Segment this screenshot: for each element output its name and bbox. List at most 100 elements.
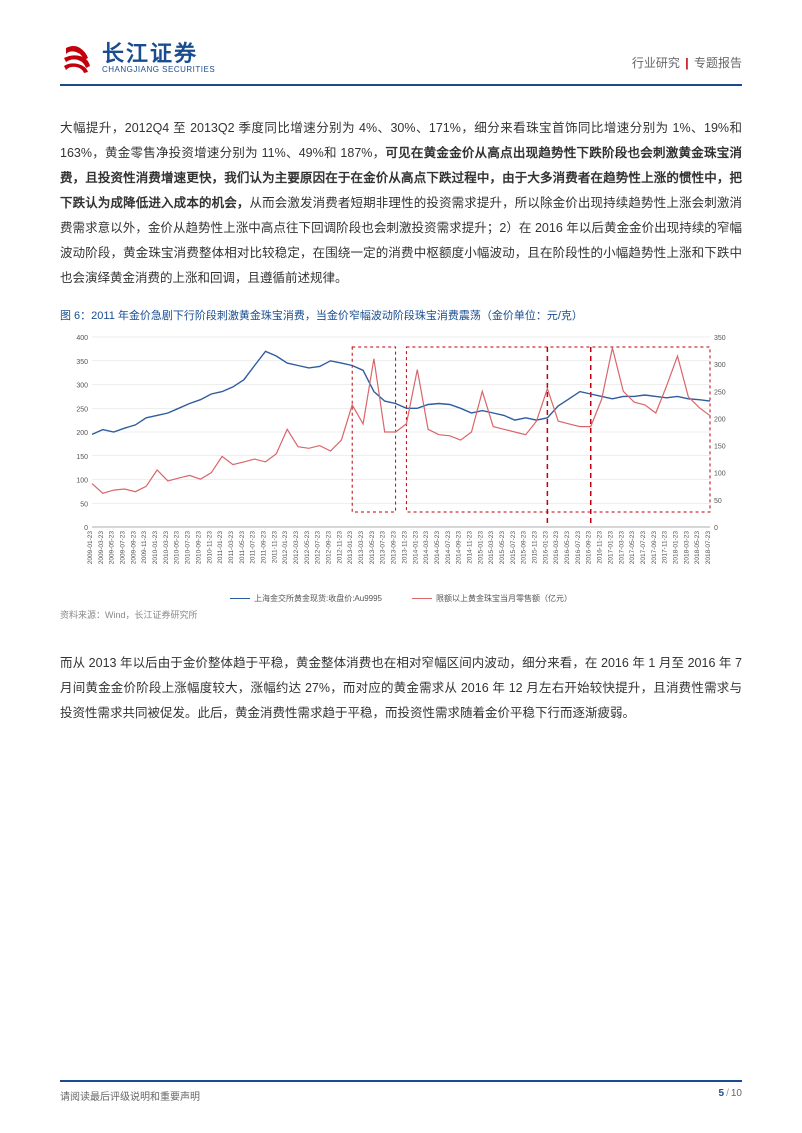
svg-text:2012-05-23: 2012-05-23: [304, 531, 311, 565]
page-total: 10: [731, 1088, 742, 1099]
paragraph-2: 而从 2013 年以后由于金价整体趋于平稳，黄金整体消费也在相对窄幅区间内波动，…: [60, 651, 742, 726]
svg-text:2013-11-23: 2013-11-23: [401, 531, 408, 564]
svg-text:300: 300: [76, 383, 88, 390]
page-footer: 请阅读最后评级说明和重要声明 5/10: [60, 1080, 742, 1103]
legend-label-blue: 上海金交所黄金现货:收盘价:Au9995: [254, 593, 382, 604]
svg-text:2012-03-23: 2012-03-23: [293, 531, 300, 565]
svg-text:2011-07-23: 2011-07-23: [250, 531, 257, 564]
svg-text:2015-07-23: 2015-07-23: [510, 531, 517, 565]
svg-text:2018-07-23: 2018-07-23: [705, 531, 712, 565]
svg-text:2011-11-23: 2011-11-23: [271, 531, 278, 564]
svg-text:2013-01-23: 2013-01-23: [347, 531, 354, 565]
svg-text:2014-09-23: 2014-09-23: [456, 531, 463, 565]
svg-text:2010-07-23: 2010-07-23: [185, 531, 192, 565]
svg-text:200: 200: [714, 416, 726, 423]
svg-text:2015-01-23: 2015-01-23: [477, 531, 484, 565]
svg-text:2009-05-23: 2009-05-23: [109, 531, 116, 565]
svg-text:2011-09-23: 2011-09-23: [260, 531, 267, 564]
svg-text:250: 250: [76, 406, 88, 413]
svg-text:2016-01-23: 2016-01-23: [542, 531, 549, 565]
svg-text:2016-05-23: 2016-05-23: [564, 531, 571, 565]
svg-text:2012-01-23: 2012-01-23: [282, 531, 289, 565]
svg-text:2018-05-23: 2018-05-23: [694, 531, 701, 565]
svg-text:50: 50: [80, 501, 88, 508]
svg-text:2014-11-23: 2014-11-23: [466, 531, 473, 564]
legend-label-red: 限额以上黄金珠宝当月零售额（亿元）: [436, 593, 572, 604]
svg-text:2015-05-23: 2015-05-23: [499, 531, 506, 565]
svg-text:2009-11-23: 2009-11-23: [141, 531, 148, 564]
chart-title: 图 6：2011 年金价急剧下行阶段刺激黄金珠宝消费，当金价窄幅波动阶段珠宝消费…: [60, 307, 742, 323]
paragraph-1: 大幅提升，2012Q4 至 2013Q2 季度同比增速分别为 4%、30%、17…: [60, 116, 742, 291]
divider-icon: |: [685, 56, 688, 70]
svg-text:2015-03-23: 2015-03-23: [488, 531, 495, 565]
page-number: 5/10: [719, 1088, 742, 1103]
line-chart: 0 50 100 150 200 250 300 350 400 0 50 100 150 200 250 3…: [60, 329, 742, 589]
svg-text:2015-09-23: 2015-09-23: [521, 531, 528, 565]
svg-text:2017-07-23: 2017-07-23: [640, 531, 647, 565]
svg-text:2009-07-23: 2009-07-23: [120, 531, 127, 565]
svg-text:2014-07-23: 2014-07-23: [445, 531, 452, 565]
category-right: 专题报告: [694, 56, 742, 70]
svg-text:200: 200: [76, 430, 88, 437]
svg-text:100: 100: [714, 471, 726, 478]
svg-text:2016-11-23: 2016-11-23: [597, 531, 604, 564]
svg-text:2009-01-23: 2009-01-23: [87, 531, 94, 565]
svg-text:2009-09-23: 2009-09-23: [130, 531, 137, 565]
svg-text:2017-09-23: 2017-09-23: [651, 531, 658, 565]
svg-text:0: 0: [84, 525, 88, 532]
svg-text:2010-11-23: 2010-11-23: [206, 531, 213, 564]
svg-text:50: 50: [714, 498, 722, 505]
svg-text:2016-03-23: 2016-03-23: [553, 531, 560, 565]
svg-text:2013-05-23: 2013-05-23: [369, 531, 376, 565]
chart-legend: 上海金交所黄金现货:收盘价:Au9995 限额以上黄金珠宝当月零售额（亿元）: [60, 593, 742, 604]
logo-text-en: CHANGJIANG SECURITIES: [102, 65, 215, 74]
svg-text:2012-09-23: 2012-09-23: [326, 531, 333, 565]
svg-text:150: 150: [714, 444, 726, 451]
svg-text:150: 150: [76, 454, 88, 461]
svg-text:2012-11-23: 2012-11-23: [336, 531, 343, 564]
legend-item-red: 限额以上黄金珠宝当月零售额（亿元）: [412, 593, 572, 604]
svg-text:2016-07-23: 2016-07-23: [575, 531, 582, 565]
svg-text:2010-09-23: 2010-09-23: [195, 531, 202, 565]
logo-text-cn: 长江证券: [102, 43, 215, 65]
svg-text:2014-03-23: 2014-03-23: [423, 531, 430, 565]
svg-text:2014-05-23: 2014-05-23: [434, 531, 441, 565]
svg-text:400: 400: [76, 335, 88, 342]
svg-text:350: 350: [76, 359, 88, 366]
svg-text:2018-01-23: 2018-01-23: [672, 531, 679, 565]
page-header: 长江证券 CHANGJIANG SECURITIES 行业研究 | 专题报告: [60, 40, 742, 86]
legend-item-blue: 上海金交所黄金现货:收盘价:Au9995: [230, 593, 382, 604]
svg-text:250: 250: [714, 389, 726, 396]
category-left: 行业研究: [632, 56, 680, 70]
svg-text:2017-11-23: 2017-11-23: [662, 531, 669, 564]
page-current: 5: [719, 1088, 725, 1099]
svg-text:2011-03-23: 2011-03-23: [228, 531, 235, 564]
svg-text:2010-05-23: 2010-05-23: [174, 531, 181, 565]
footer-disclaimer: 请阅读最后评级说明和重要声明: [60, 1088, 200, 1103]
svg-text:2017-03-23: 2017-03-23: [618, 531, 625, 565]
svg-text:2018-03-23: 2018-03-23: [683, 531, 690, 565]
chart-source: 资料来源：Wind，长江证券研究所: [60, 608, 742, 621]
legend-line-blue: [230, 598, 250, 600]
svg-text:2010-03-23: 2010-03-23: [163, 531, 170, 565]
svg-text:2013-07-23: 2013-07-23: [380, 531, 387, 565]
company-logo: 长江证券 CHANGJIANG SECURITIES: [60, 40, 215, 76]
svg-text:300: 300: [714, 362, 726, 369]
logo-icon: [60, 40, 96, 76]
page-sep: /: [726, 1088, 729, 1099]
header-category: 行业研究 | 专题报告: [632, 40, 742, 71]
svg-text:2014-01-23: 2014-01-23: [412, 531, 419, 565]
svg-text:2011-01-23: 2011-01-23: [217, 531, 224, 564]
svg-text:2013-09-23: 2013-09-23: [391, 531, 398, 565]
legend-line-red: [412, 598, 432, 600]
svg-text:2010-01-23: 2010-01-23: [152, 531, 159, 565]
svg-text:2016-09-23: 2016-09-23: [586, 531, 593, 565]
svg-text:2011-05-23: 2011-05-23: [239, 531, 246, 564]
svg-text:100: 100: [76, 478, 88, 485]
svg-text:2017-05-23: 2017-05-23: [629, 531, 636, 565]
svg-text:2017-01-23: 2017-01-23: [607, 531, 614, 565]
svg-text:2009-03-23: 2009-03-23: [98, 531, 105, 565]
svg-text:2015-11-23: 2015-11-23: [532, 531, 539, 564]
svg-text:2012-07-23: 2012-07-23: [315, 531, 322, 565]
svg-text:0: 0: [714, 525, 718, 532]
